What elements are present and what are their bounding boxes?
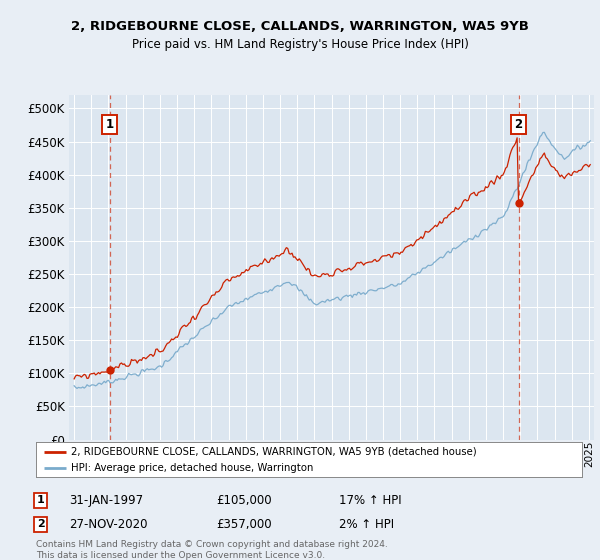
Text: 27-NOV-2020: 27-NOV-2020	[69, 517, 148, 531]
Text: Contains HM Land Registry data © Crown copyright and database right 2024.
This d: Contains HM Land Registry data © Crown c…	[36, 540, 388, 559]
Text: 2% ↑ HPI: 2% ↑ HPI	[339, 517, 394, 531]
Text: 2: 2	[37, 519, 44, 529]
Text: 2, RIDGEBOURNE CLOSE, CALLANDS, WARRINGTON, WA5 9YB: 2, RIDGEBOURNE CLOSE, CALLANDS, WARRINGT…	[71, 20, 529, 32]
Text: 2, RIDGEBOURNE CLOSE, CALLANDS, WARRINGTON, WA5 9YB (detached house): 2, RIDGEBOURNE CLOSE, CALLANDS, WARRINGT…	[71, 447, 477, 457]
Text: 31-JAN-1997: 31-JAN-1997	[69, 493, 143, 507]
Text: 1: 1	[106, 118, 114, 131]
Text: £357,000: £357,000	[216, 517, 272, 531]
Text: £105,000: £105,000	[216, 493, 272, 507]
Text: 1: 1	[37, 495, 44, 505]
Text: 17% ↑ HPI: 17% ↑ HPI	[339, 493, 401, 507]
Text: HPI: Average price, detached house, Warrington: HPI: Average price, detached house, Warr…	[71, 464, 314, 473]
Text: 2: 2	[514, 118, 523, 131]
Text: Price paid vs. HM Land Registry's House Price Index (HPI): Price paid vs. HM Land Registry's House …	[131, 38, 469, 51]
